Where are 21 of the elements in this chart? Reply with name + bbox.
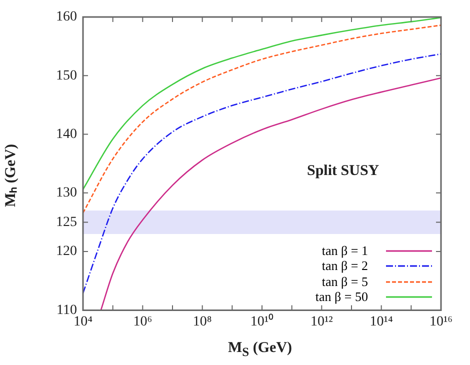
x-tick-label: 10¹² bbox=[310, 314, 333, 330]
y-tick-label: 160 bbox=[56, 10, 77, 25]
x-axis-title: M$_{S}$ (GeV) bbox=[228, 340, 292, 360]
legend-label: tan β = 1 bbox=[322, 242, 368, 259]
x-tick-label: 10¹⁰ bbox=[250, 313, 274, 330]
y-tick-label: 140 bbox=[56, 126, 77, 142]
line-series bbox=[83, 17, 441, 190]
x-tick-label: 10⁶ bbox=[133, 314, 152, 330]
y-axis-title: Mₕ (GeV) bbox=[2, 144, 20, 208]
y-tick-label: 120 bbox=[56, 244, 77, 260]
x-tick-label: 10¹⁶ bbox=[429, 314, 453, 330]
x-tick-label: 10⁸ bbox=[192, 314, 212, 330]
y-tick-label: 130 bbox=[56, 186, 77, 201]
legend-label: tan β = 50 bbox=[315, 289, 368, 306]
annotation: Split SUSY bbox=[307, 163, 380, 180]
y-tick-label: 125 bbox=[56, 214, 77, 230]
line-series bbox=[83, 24, 441, 214]
x-tick-label: 10¹⁴ bbox=[370, 314, 393, 330]
y-tick-label: 150 bbox=[56, 68, 77, 84]
legend-label: tan β = 5 bbox=[322, 274, 368, 290]
legend-label: tan β = 2 bbox=[322, 258, 368, 274]
